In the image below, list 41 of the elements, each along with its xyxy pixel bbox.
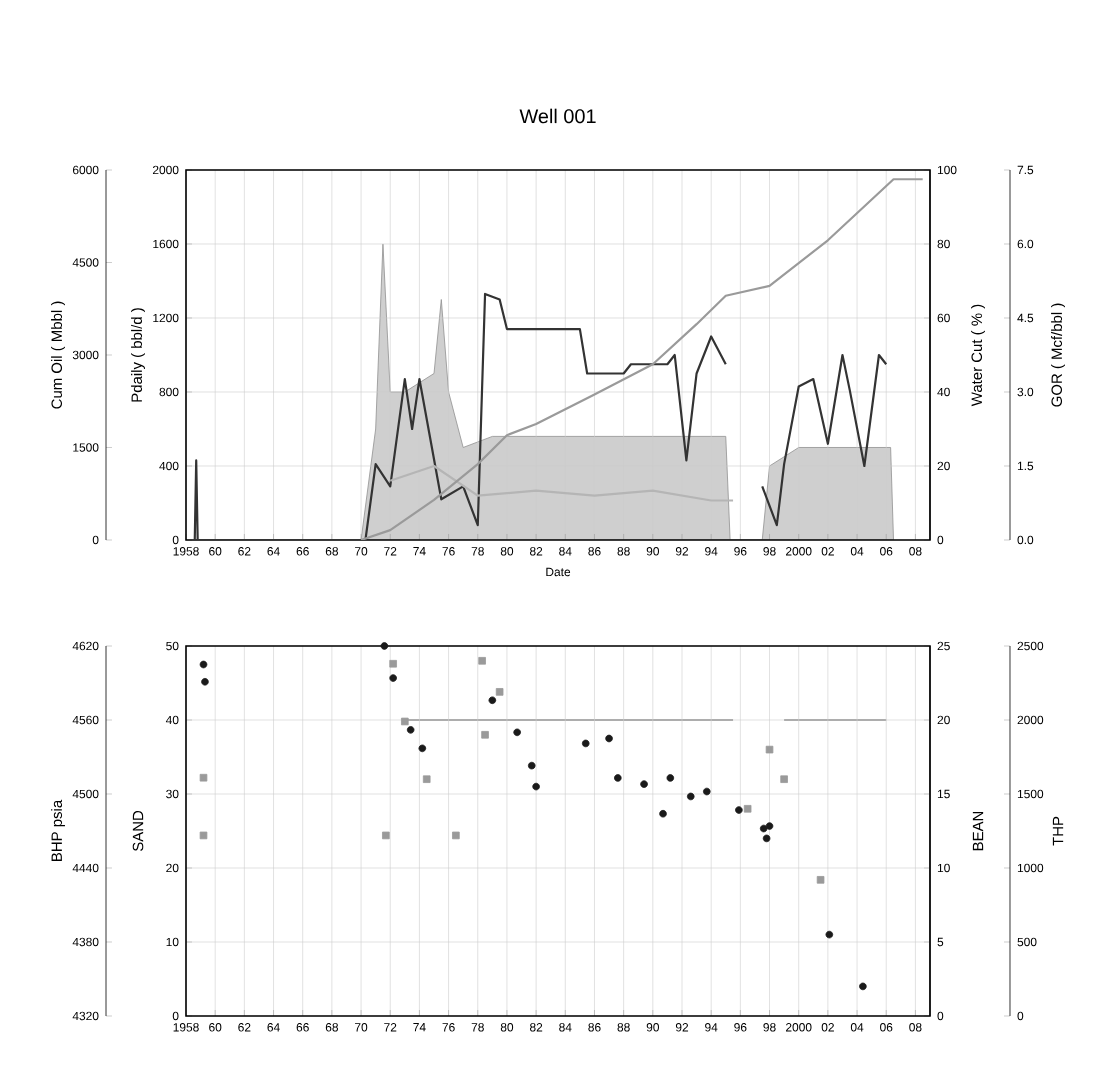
point bbox=[686, 792, 695, 801]
point bbox=[401, 717, 409, 726]
point bbox=[743, 805, 752, 813]
point bbox=[422, 775, 431, 783]
point bbox=[513, 728, 521, 737]
point bbox=[527, 761, 536, 770]
point bbox=[825, 930, 834, 939]
point bbox=[581, 739, 590, 748]
point bbox=[380, 642, 389, 650]
point bbox=[389, 674, 397, 682]
point bbox=[762, 834, 771, 843]
point bbox=[199, 831, 208, 840]
line-series bbox=[389, 464, 735, 502]
point bbox=[389, 659, 397, 668]
point bbox=[201, 677, 209, 686]
point bbox=[605, 734, 613, 743]
point bbox=[759, 824, 768, 833]
chart-title: Well 001 bbox=[519, 108, 596, 124]
point bbox=[859, 982, 867, 991]
point bbox=[418, 744, 427, 753]
point bbox=[703, 787, 711, 796]
point bbox=[532, 782, 540, 791]
point bbox=[640, 780, 648, 788]
point bbox=[382, 831, 390, 840]
point bbox=[406, 726, 415, 734]
point bbox=[452, 831, 460, 840]
point bbox=[481, 731, 489, 739]
point bbox=[816, 876, 825, 884]
point bbox=[666, 774, 675, 782]
point bbox=[765, 822, 774, 830]
point bbox=[478, 657, 486, 665]
point bbox=[199, 773, 208, 782]
point bbox=[765, 745, 774, 754]
point bbox=[735, 806, 743, 814]
point bbox=[199, 660, 208, 669]
point bbox=[614, 774, 622, 782]
line-series bbox=[359, 178, 924, 540]
point bbox=[780, 775, 788, 783]
point bbox=[488, 696, 497, 705]
point bbox=[495, 688, 504, 696]
point bbox=[659, 809, 667, 818]
